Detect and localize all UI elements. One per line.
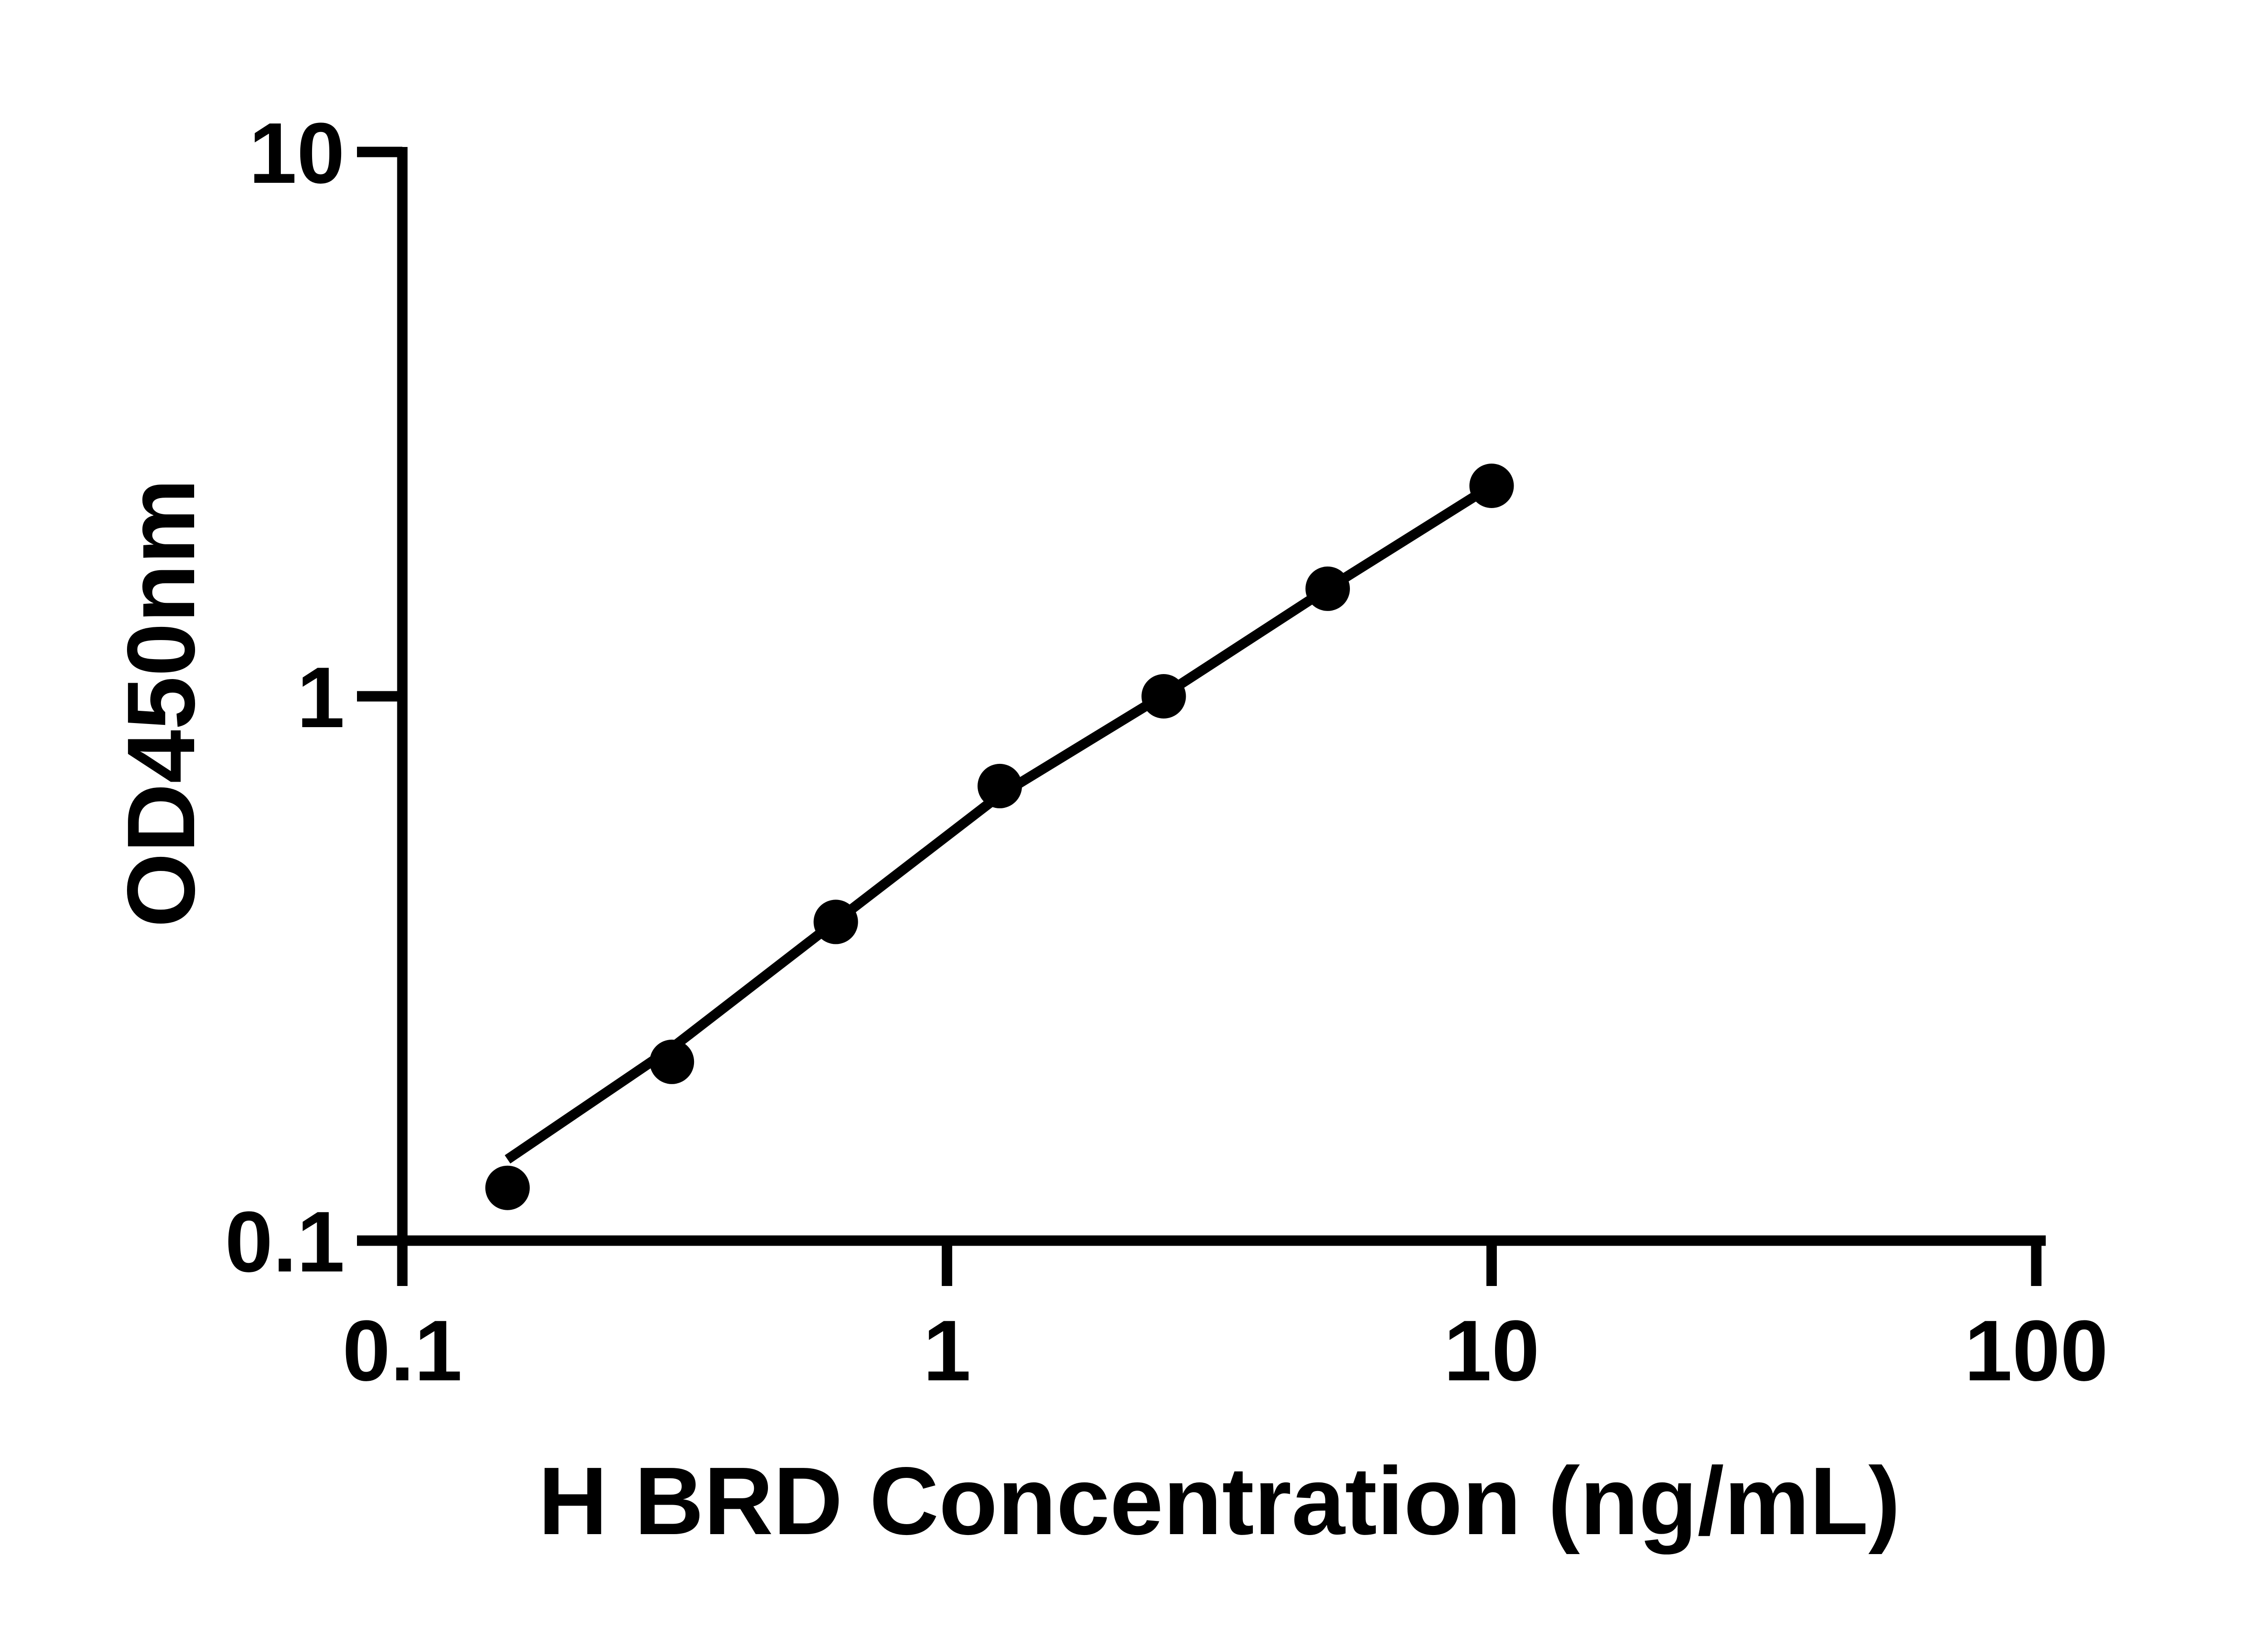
x-tick-label: 100 bbox=[1965, 1303, 2108, 1399]
x-tick-label: 1 bbox=[923, 1303, 971, 1399]
data-point bbox=[978, 763, 1022, 808]
axis-ticks bbox=[357, 147, 2042, 1286]
data-series bbox=[485, 464, 1514, 1210]
data-points bbox=[485, 464, 1514, 1210]
data-point bbox=[485, 1165, 530, 1210]
x-tick-label: 10 bbox=[1444, 1303, 1540, 1399]
data-point bbox=[813, 900, 858, 944]
axis-tick-labels: 10 1 0.1 0.1 1 10 100 bbox=[225, 105, 2108, 1399]
y-tick-label: 10 bbox=[249, 105, 345, 201]
data-point bbox=[1469, 464, 1514, 508]
x-tick-label: 0.1 bbox=[342, 1303, 462, 1399]
y-tick-label: 0.1 bbox=[225, 1194, 345, 1290]
axes bbox=[357, 147, 2046, 1286]
data-point bbox=[1141, 674, 1186, 719]
x-axis-title: H BRD Concentration (ng/mL) bbox=[538, 1447, 1900, 1555]
data-point bbox=[650, 1039, 694, 1084]
y-tick-label: 1 bbox=[297, 650, 345, 746]
data-point bbox=[1305, 566, 1350, 611]
y-axis-title: OD450nm bbox=[107, 479, 215, 928]
